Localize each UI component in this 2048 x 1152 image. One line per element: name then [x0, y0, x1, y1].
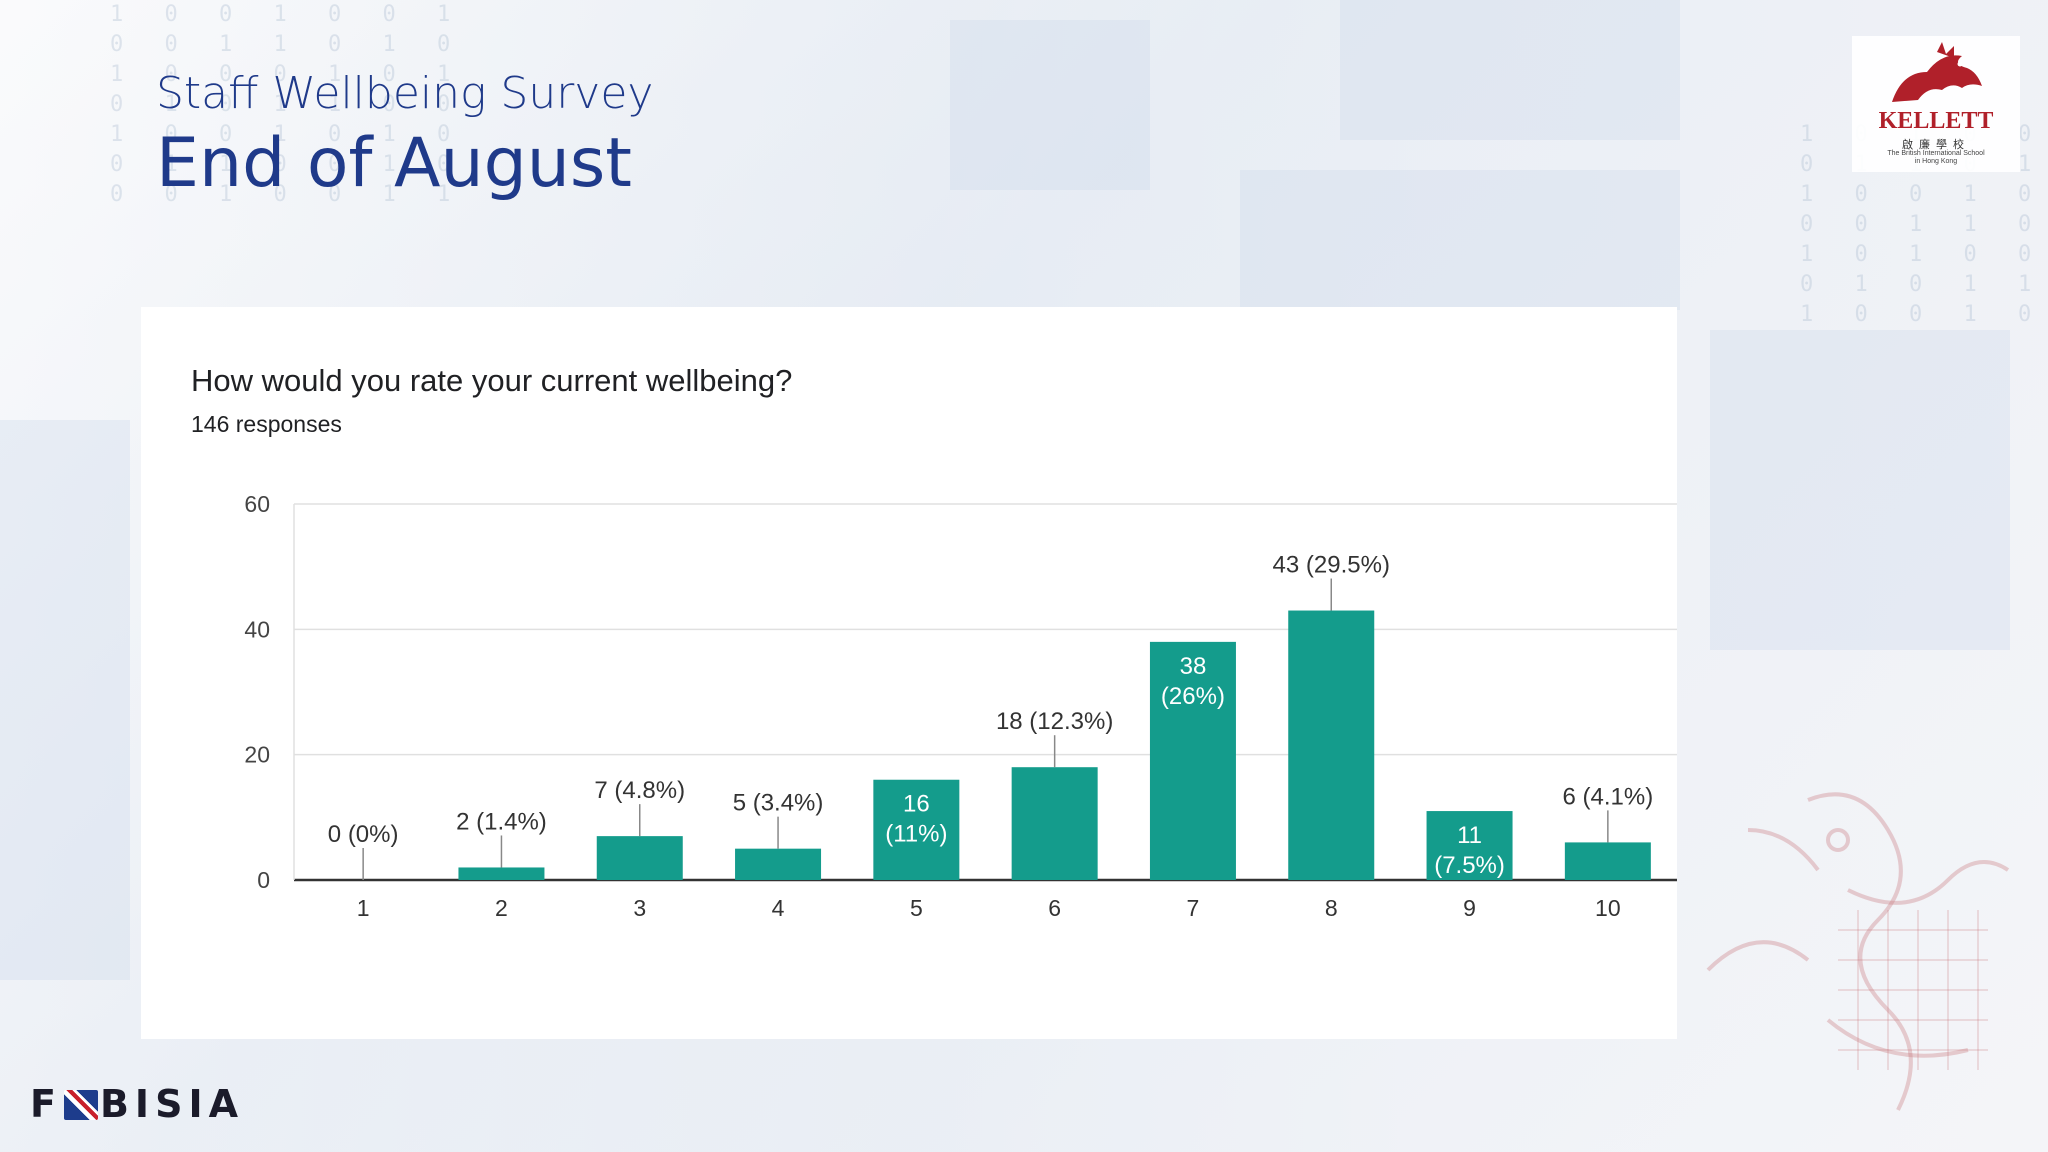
logo-chinese-name: 啟廉學校: [1902, 139, 1970, 151]
x-tick-label: 8: [1325, 895, 1338, 921]
fobisia-logo-right: BISIA: [99, 1082, 244, 1126]
slide-subtitle: Staff Wellbeing Survey: [156, 68, 654, 119]
x-tick-label: 4: [772, 895, 785, 921]
dragon-watermark-icon: [1706, 792, 2010, 1111]
x-tick-label: 2: [495, 895, 508, 921]
data-label: 0 (0%): [328, 821, 399, 848]
slide-title: End of August: [156, 124, 632, 203]
background-tile: [950, 20, 1150, 190]
x-tick-label: 9: [1463, 895, 1476, 921]
y-tick-label: 60: [244, 491, 270, 517]
x-tick-label: 7: [1187, 895, 1200, 921]
y-tick-label: 0: [257, 867, 270, 893]
bar: [735, 848, 822, 880]
bar: [458, 867, 545, 880]
background-tile: [1240, 170, 1680, 310]
x-tick-label: 5: [910, 895, 923, 921]
chart-title: How would you rate your current wellbein…: [191, 363, 793, 398]
bar: [596, 836, 683, 880]
logo-english-name: The British International School in Hong…: [1852, 150, 2020, 166]
data-label: 11: [1457, 822, 1482, 849]
data-label: 16: [903, 791, 930, 818]
dragon-icon: [1892, 42, 1982, 102]
data-label: 43 (29.5%): [1273, 552, 1390, 579]
bar: [1426, 811, 1513, 880]
bar: [873, 779, 960, 880]
data-label: 2 (1.4%): [456, 808, 547, 835]
chart-subtitle: 146 responses: [191, 411, 342, 437]
data-label: 6 (4.1%): [1562, 783, 1653, 810]
background-tile: [1710, 330, 2010, 650]
logo-english-line1: The British International School: [1887, 150, 1985, 157]
x-tick-label: 6: [1048, 895, 1061, 921]
data-label: (26%): [1161, 683, 1225, 710]
chart-card: How would you rate your current wellbein…: [141, 307, 1677, 1039]
logo-english-line2: in Hong Kong: [1914, 158, 1958, 165]
data-label: (11%): [885, 821, 947, 848]
data-label: (7.5%): [1434, 852, 1505, 879]
bar-chart: 0 20 40 60 1 0 (0%) 2 2 (1.4%) 3 7 (4.8%) 4 5 (3.4%…: [244, 491, 1677, 921]
bar: [1011, 767, 1098, 880]
data-label: 7 (4.8%): [594, 777, 685, 804]
data-label: 38: [1180, 653, 1207, 680]
background-tile: [0, 420, 130, 980]
y-tick-label: 40: [244, 616, 270, 642]
data-label: 18 (12.3%): [996, 708, 1113, 735]
y-tick-label: 20: [244, 742, 270, 768]
bar: [1564, 842, 1651, 880]
x-tick-label: 1: [357, 895, 370, 921]
background-tile: [1340, 0, 1680, 140]
x-tick-label: 10: [1595, 895, 1621, 921]
fobisia-logo-left: F: [30, 1082, 62, 1126]
data-label: 5 (3.4%): [733, 790, 824, 817]
logo-name: KELLETT: [1878, 108, 1994, 134]
union-flag-icon: [63, 1090, 98, 1120]
bar: [1149, 641, 1236, 880]
background-binary-pattern: 1 0 0 1 0 0 1 0 0 1 1 0 1 0 1 0 0 0 1 0 …: [110, 2, 465, 207]
school-logo: KELLETT 啟廉學校 The British International S…: [1852, 36, 2020, 172]
fobisia-logo: F BISIA: [30, 1082, 244, 1126]
bar: [1288, 610, 1375, 880]
x-tick-label: 3: [633, 895, 646, 921]
